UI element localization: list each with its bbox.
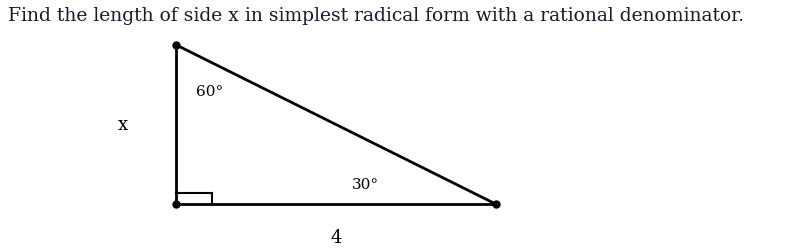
Text: 30°: 30° [352, 178, 379, 192]
Text: Find the length of side x in simplest radical form with a rational denominator.: Find the length of side x in simplest ra… [8, 7, 744, 25]
Text: 60°: 60° [196, 85, 223, 99]
Text: 4: 4 [330, 229, 342, 247]
Text: x: x [118, 116, 128, 133]
